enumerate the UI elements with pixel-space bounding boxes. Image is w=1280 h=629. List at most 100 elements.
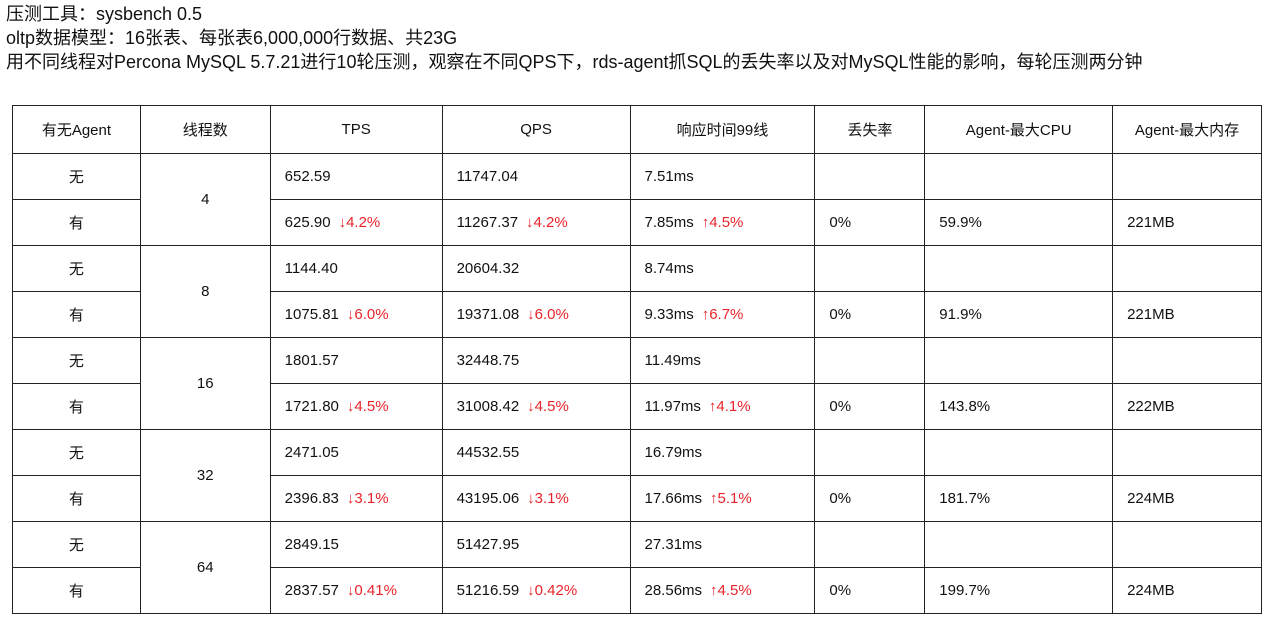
- loss-rate-cell: 0%: [814, 383, 926, 430]
- header-row: 有无Agent 线程数 TPS QPS 响应时间99线 丢失率 Agent-最大CPU Age…: [12, 105, 1262, 154]
- table-row: 有 625.90 ↓4.2% 11267.37 ↓4.2% 7.85ms ↑4.5% 0% 59…: [12, 199, 1262, 246]
- agent-cell: 无: [12, 337, 141, 384]
- loss-rate-cell-value: 0%: [829, 490, 852, 507]
- agent-cpu-cell-value: 59.9%: [939, 214, 982, 231]
- agent-cell-value: 有: [68, 583, 84, 600]
- agent-cpu-cell: [924, 245, 1114, 292]
- loss-rate-cell-value: 0%: [829, 398, 852, 415]
- agent-cell: 无: [12, 521, 141, 568]
- intro-model: oltp数据模型：16张表、每张表6,000,000行数据、共23G: [6, 28, 458, 48]
- column-header: QPS: [441, 105, 631, 154]
- tps-cell: 2837.57 ↓0.41%: [269, 567, 443, 614]
- intro-text: 压测工具：sysbench 0.5 oltp数据模型：16张表、每张表6,000…: [6, 2, 1143, 74]
- loss-rate-cell-value: 0%: [829, 306, 852, 323]
- rt99-cell: 11.49ms: [629, 337, 816, 384]
- loss-rate-cell: 0%: [814, 567, 926, 614]
- threads-cell: 8: [139, 245, 271, 338]
- loss-rate-cell: 0%: [814, 291, 926, 338]
- qps-cell: 51427.95: [441, 521, 631, 568]
- agent-cpu-cell: 199.7%: [924, 567, 1114, 614]
- column-header: TPS: [269, 105, 443, 154]
- agent-mem-cell-value: 224MB: [1127, 582, 1175, 599]
- qps-cell-value: 51427.95: [456, 536, 520, 553]
- column-header: 响应时间99线: [629, 105, 816, 154]
- intro-method: 用不同线程对Percona MySQL 5.7.21进行10轮压测，观察在不同Q…: [6, 52, 1143, 72]
- agent-cpu-cell-value: 143.8%: [939, 398, 991, 415]
- agent-mem-cell: 221MB: [1112, 291, 1262, 338]
- table-row: 无 32 2471.05 44532.55 16.79ms: [12, 429, 1262, 522]
- rt99-cell: 8.74ms: [629, 245, 816, 292]
- rt99-cell: 7.51ms: [629, 153, 816, 200]
- qps-cell: 43195.06 ↓3.1%: [441, 475, 631, 522]
- table-row: 无 4 652.59 11747.04 7.51ms: [12, 153, 1262, 246]
- tps-cell: 1721.80 ↓4.5%: [269, 383, 443, 430]
- agent-cell-value: 有: [68, 399, 84, 416]
- rt99-cell-change: ↑6.7%: [701, 306, 744, 323]
- tps-cell: 1801.57: [269, 337, 443, 384]
- agent-mem-cell: 222MB: [1112, 383, 1262, 430]
- tps-cell-value: 2471.05: [284, 444, 339, 461]
- threads-cell: 64: [139, 521, 271, 614]
- qps-cell: 19371.08 ↓6.0%: [441, 291, 631, 338]
- loss-rate-cell: [814, 153, 926, 200]
- agent-mem-cell-value: 221MB: [1127, 214, 1175, 231]
- qps-cell: 44532.55: [441, 429, 631, 476]
- rt99-cell-value: 8.74ms: [644, 260, 694, 277]
- agent-cell: 无: [12, 429, 141, 476]
- qps-cell-change: ↓4.5%: [527, 398, 569, 415]
- agent-cell-value: 无: [68, 537, 84, 554]
- agent-cell-value: 无: [68, 261, 84, 278]
- table-row: 无 64 2849.15 51427.95 27.31ms: [12, 521, 1262, 614]
- table-row: 有 2837.57 ↓0.41% 51216.59 ↓0.42% 28.56ms ↑4.5%…: [12, 567, 1262, 614]
- agent-cpu-cell: 59.9%: [924, 199, 1114, 246]
- rt99-cell-change: ↑5.1%: [710, 490, 752, 507]
- agent-mem-cell: [1112, 245, 1262, 292]
- agent-mem-cell: [1112, 337, 1262, 384]
- rt99-cell: 9.33ms ↑6.7%: [629, 291, 816, 338]
- qps-cell: 32448.75: [441, 337, 631, 384]
- qps-cell-value: 11747.04: [456, 168, 519, 185]
- tps-cell-change: ↓6.0%: [346, 306, 389, 323]
- agent-cpu-cell: 91.9%: [924, 291, 1114, 338]
- qps-cell: 51216.59 ↓0.42%: [441, 567, 631, 614]
- agent-cell-value: 有: [68, 307, 84, 324]
- agent-cell: 有: [12, 567, 141, 614]
- agent-cell: 无: [12, 153, 141, 200]
- rt99-cell-value: 9.33ms: [644, 306, 694, 323]
- loss-rate-cell: [814, 337, 926, 384]
- rt99-cell-change: ↑4.5%: [710, 582, 752, 599]
- agent-mem-cell: [1112, 153, 1262, 200]
- agent-cpu-cell-value: 181.7%: [939, 490, 991, 507]
- tps-cell-value: 2837.57: [284, 582, 339, 599]
- agent-cpu-cell: [924, 521, 1114, 568]
- tps-cell-value: 625.90: [284, 214, 331, 231]
- agent-cell: 无: [12, 245, 141, 292]
- agent-mem-cell: [1112, 429, 1262, 476]
- agent-cpu-cell-value: 91.9%: [939, 306, 982, 323]
- column-header: Agent-最大内存: [1112, 105, 1262, 154]
- agent-mem-cell-value: 224MB: [1127, 490, 1175, 507]
- table-row: 无 16 1801.57 32448.75 11.49ms: [12, 337, 1262, 430]
- loss-rate-cell: [814, 429, 926, 476]
- rt99-cell-value: 7.85ms: [644, 214, 694, 231]
- qps-cell-change: ↓4.2%: [526, 214, 568, 231]
- rt99-cell: 7.85ms ↑4.5%: [629, 199, 816, 246]
- tps-cell-change: ↓4.2%: [338, 214, 381, 231]
- table-row: 有 2396.83 ↓3.1% 43195.06 ↓3.1% 17.66ms ↑5.1% 0%…: [12, 475, 1262, 522]
- table-row: 无 8 1144.40 20604.32 8.74ms: [12, 245, 1262, 338]
- tps-cell-value: 1144.40: [284, 260, 338, 277]
- qps-cell-change: ↓6.0%: [527, 306, 569, 323]
- agent-cpu-cell: 143.8%: [924, 383, 1114, 430]
- qps-cell-value: 31008.42: [456, 398, 520, 415]
- rt99-cell: 27.31ms: [629, 521, 816, 568]
- rt99-cell: 11.97ms ↑4.1%: [629, 383, 816, 430]
- tps-cell: 652.59: [269, 153, 443, 200]
- rt99-cell-change: ↑4.5%: [701, 214, 744, 231]
- qps-cell: 11747.04: [441, 153, 631, 200]
- tps-cell-value: 1721.80: [284, 398, 339, 415]
- agent-mem-cell: [1112, 521, 1262, 568]
- loss-rate-cell: 0%: [814, 199, 926, 246]
- rt99-cell-value: 28.56ms: [644, 582, 703, 599]
- agent-cell-value: 无: [68, 353, 84, 370]
- rt99-cell-value: 11.97ms: [644, 398, 701, 415]
